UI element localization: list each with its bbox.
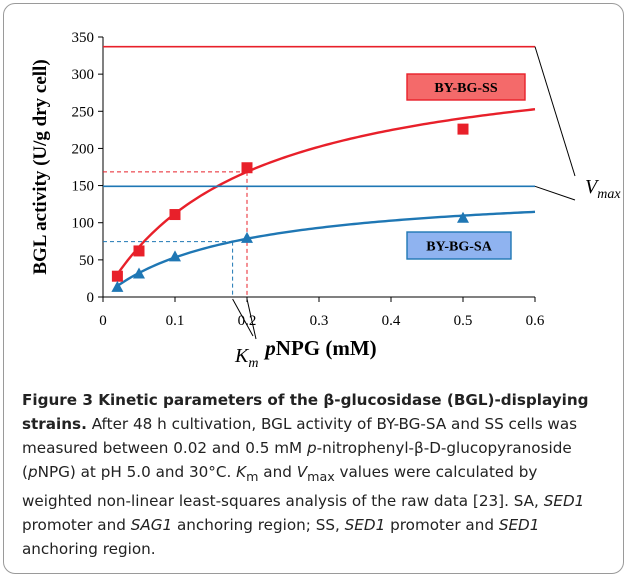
y-axis-label: BGL activity (U/g dry cell)	[30, 59, 51, 274]
y-tick-label: 200	[72, 141, 95, 157]
legend-box	[406, 73, 526, 101]
vmax-leader	[534, 185, 576, 201]
x-tick-label: 0.4	[382, 313, 401, 329]
caption-text: values were calculated by weighted non-l…	[22, 463, 544, 511]
caption-italic: SAG1	[130, 516, 173, 535]
fit-curve	[116, 210, 536, 287]
caption-italic: K	[236, 463, 247, 481]
data-point	[457, 211, 469, 223]
data-point	[241, 162, 253, 174]
x-axis-label: pNPG (mM)	[263, 336, 376, 360]
km-label: Km	[234, 345, 258, 371]
caption-text: anchoring region; SS,	[172, 516, 345, 535]
legend-label: BY-BG-SA	[426, 240, 493, 255]
x-tick-label: 0.5	[454, 313, 473, 329]
x-tick-label: 0.6	[526, 313, 545, 329]
caption-italic: SED1	[344, 516, 386, 535]
data-point	[133, 267, 145, 279]
y-tick-label: 0	[87, 290, 95, 306]
x-tick-label: 0.2	[238, 313, 257, 329]
vmax-leader	[534, 46, 576, 177]
legend-box	[406, 231, 512, 260]
caption-text: After 48 h cultivation, BGL activity of …	[22, 415, 578, 457]
caption-text: NPG) at pH 5.0 and 30°C.	[37, 463, 237, 481]
caption-italic: p	[306, 439, 317, 457]
y-tick-label: 100	[72, 216, 95, 232]
caption-italic: V	[296, 463, 308, 481]
data-point	[133, 245, 145, 257]
caption-italic: SED1	[498, 516, 540, 535]
data-point	[169, 250, 181, 262]
caption-title: Figure 3 Kinetic parameters of the β-glu…	[22, 391, 589, 433]
y-tick-label: 350	[72, 30, 95, 46]
caption-italic: p	[27, 463, 38, 481]
data-point	[169, 209, 181, 221]
caption-sub: max	[307, 469, 335, 485]
caption-text: promoter and	[22, 516, 131, 535]
data-point	[111, 280, 124, 292]
vmax-label: Vmax	[585, 176, 621, 202]
caption-text: anchoring region.	[22, 540, 156, 559]
caption-sub: m	[246, 469, 259, 485]
y-tick-label: 50	[79, 253, 94, 269]
data-point	[457, 123, 469, 135]
data-point	[241, 231, 253, 243]
caption-text: promoter and	[385, 516, 499, 535]
caption-italic: SED1	[543, 492, 585, 511]
figure-caption: Figure 3 Kinetic parameters of the β-glu…	[22, 388, 612, 561]
x-tick-label: 0.3	[310, 313, 329, 329]
y-tick-label: 150	[72, 179, 95, 195]
y-tick-label: 300	[72, 67, 95, 83]
y-tick-label: 250	[72, 104, 95, 120]
x-tick-label: 0.1	[166, 313, 185, 329]
legend-label: BY-BG-SS	[434, 81, 498, 96]
km-leader	[246, 298, 257, 340]
caption-text: -nitrophenyl-β-D-glucopyranoside (	[22, 439, 572, 481]
data-point	[111, 270, 123, 282]
x-tick-label: 0	[99, 313, 107, 329]
fit-curve	[116, 108, 536, 275]
km-leader	[232, 298, 254, 337]
caption-text: and	[258, 463, 297, 481]
kinetics-chart: 0 0.1 0.2 0.3 0.4 0.5 0.6 0 50 100 150 200 250 300 350…	[30, 30, 621, 371]
